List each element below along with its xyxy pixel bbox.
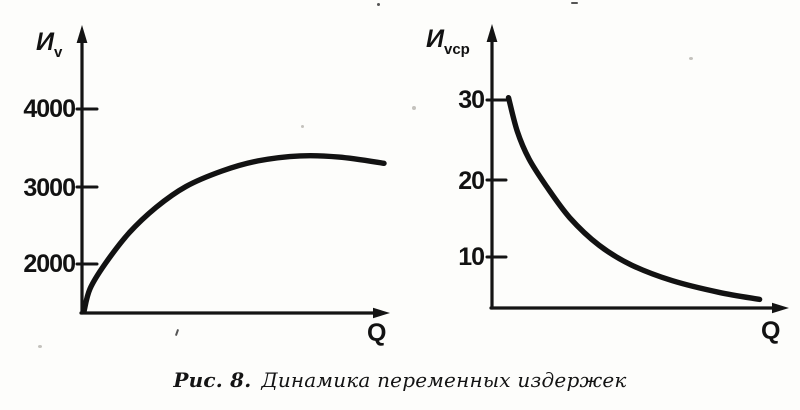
left-chart-y-axis-title: Иv (36, 28, 63, 61)
right-chart-x-axis-arrow-icon (772, 302, 789, 314)
right-chart-tick-label-30: 30 (458, 86, 484, 114)
scan-speck (38, 345, 42, 348)
scan-speck (412, 106, 416, 110)
right-chart-y-axis-title: Иvср (426, 25, 470, 58)
chart-total-variable-costs: 4000 3000 2000 Иv Q (23, 25, 390, 347)
left-chart-x-axis-arrow-icon (373, 307, 390, 319)
right-chart-y-axis-arrow-icon (486, 24, 498, 42)
charts-canvas: 4000 3000 2000 Иv Q 30 20 10 Иvср Q (23, 24, 789, 347)
right-chart-y-axis-title-main: И (426, 25, 445, 53)
right-chart-x-axis-label: Q (761, 317, 780, 345)
scan-speck (301, 125, 304, 128)
chart-average-variable-costs: 30 20 10 Иvср Q (426, 24, 789, 345)
figure-caption: Рис. 8. Динамика переменных издержек (0, 368, 800, 392)
right-chart-y-axis-title-sub: vср (444, 41, 470, 58)
scan-speck (571, 2, 578, 4)
right-chart-tick-label-10: 10 (458, 243, 484, 271)
left-chart-curve (81, 152, 387, 314)
left-chart-tick-label-2000: 2000 (23, 250, 75, 278)
right-chart-curve (505, 94, 763, 303)
scan-speck (377, 3, 380, 6)
scan-speck (689, 57, 693, 60)
caption-text: Динамика переменных издержек (261, 368, 627, 392)
left-chart-tick-label-3000: 3000 (23, 174, 75, 202)
caption-number: Рис. 8. (173, 368, 252, 392)
left-chart-y-axis-arrow-icon (76, 25, 88, 43)
left-chart-y-axis-title-sub: v (54, 44, 63, 61)
left-chart-y-axis-title-main: И (36, 28, 55, 56)
right-chart-tick-label-20: 20 (458, 167, 484, 195)
left-chart-tick-label-4000: 4000 (23, 95, 75, 123)
left-chart-x-axis-label: Q (367, 319, 386, 347)
